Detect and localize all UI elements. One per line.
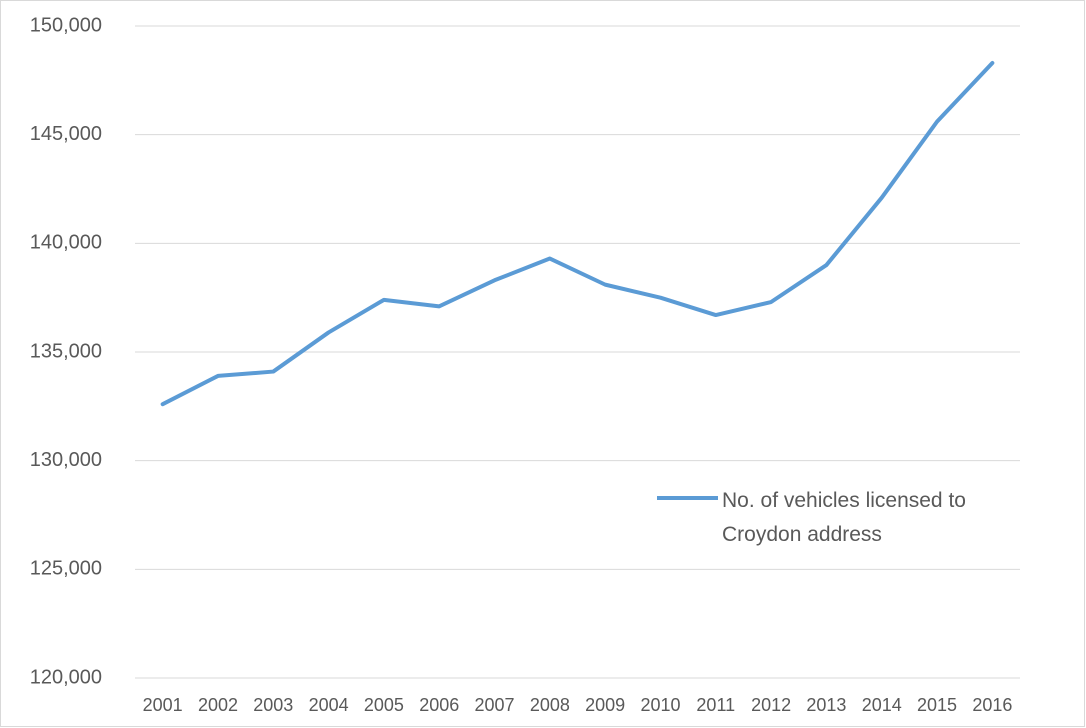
x-tick-label: 2010 [640,695,680,715]
y-tick-label: 140,000 [30,232,102,254]
x-tick-label: 2011 [696,695,735,715]
y-tick-label: 120,000 [30,666,102,688]
legend-label: No. of vehicles licensed to Croydon addr… [722,489,966,546]
y-tick-label: 135,000 [30,340,102,362]
x-tick-label: 2004 [309,695,349,715]
x-tick-label: 2015 [917,695,957,715]
x-tick-label: 2014 [862,695,902,715]
data-line [160,60,995,407]
y-tick-label: 150,000 [30,14,102,36]
x-tick-label: 2005 [364,695,404,715]
y-tick-label: 125,000 [30,558,102,580]
y-tick-label: 130,000 [30,449,102,471]
y-tick-label: 145,000 [30,123,102,145]
x-tick-label: 2001 [143,695,183,715]
x-tick-label: 2003 [253,695,293,715]
x-tick-label: 2007 [475,695,515,715]
x-tick-label: 2009 [585,695,625,715]
x-tick-label: 2006 [419,695,459,715]
x-tick-label: 2002 [198,695,238,715]
x-tick-label: 2016 [972,695,1012,715]
x-tick-label: 2013 [806,695,846,715]
x-tick-label: 2012 [751,695,791,715]
x-tick-label: 2008 [530,695,570,715]
